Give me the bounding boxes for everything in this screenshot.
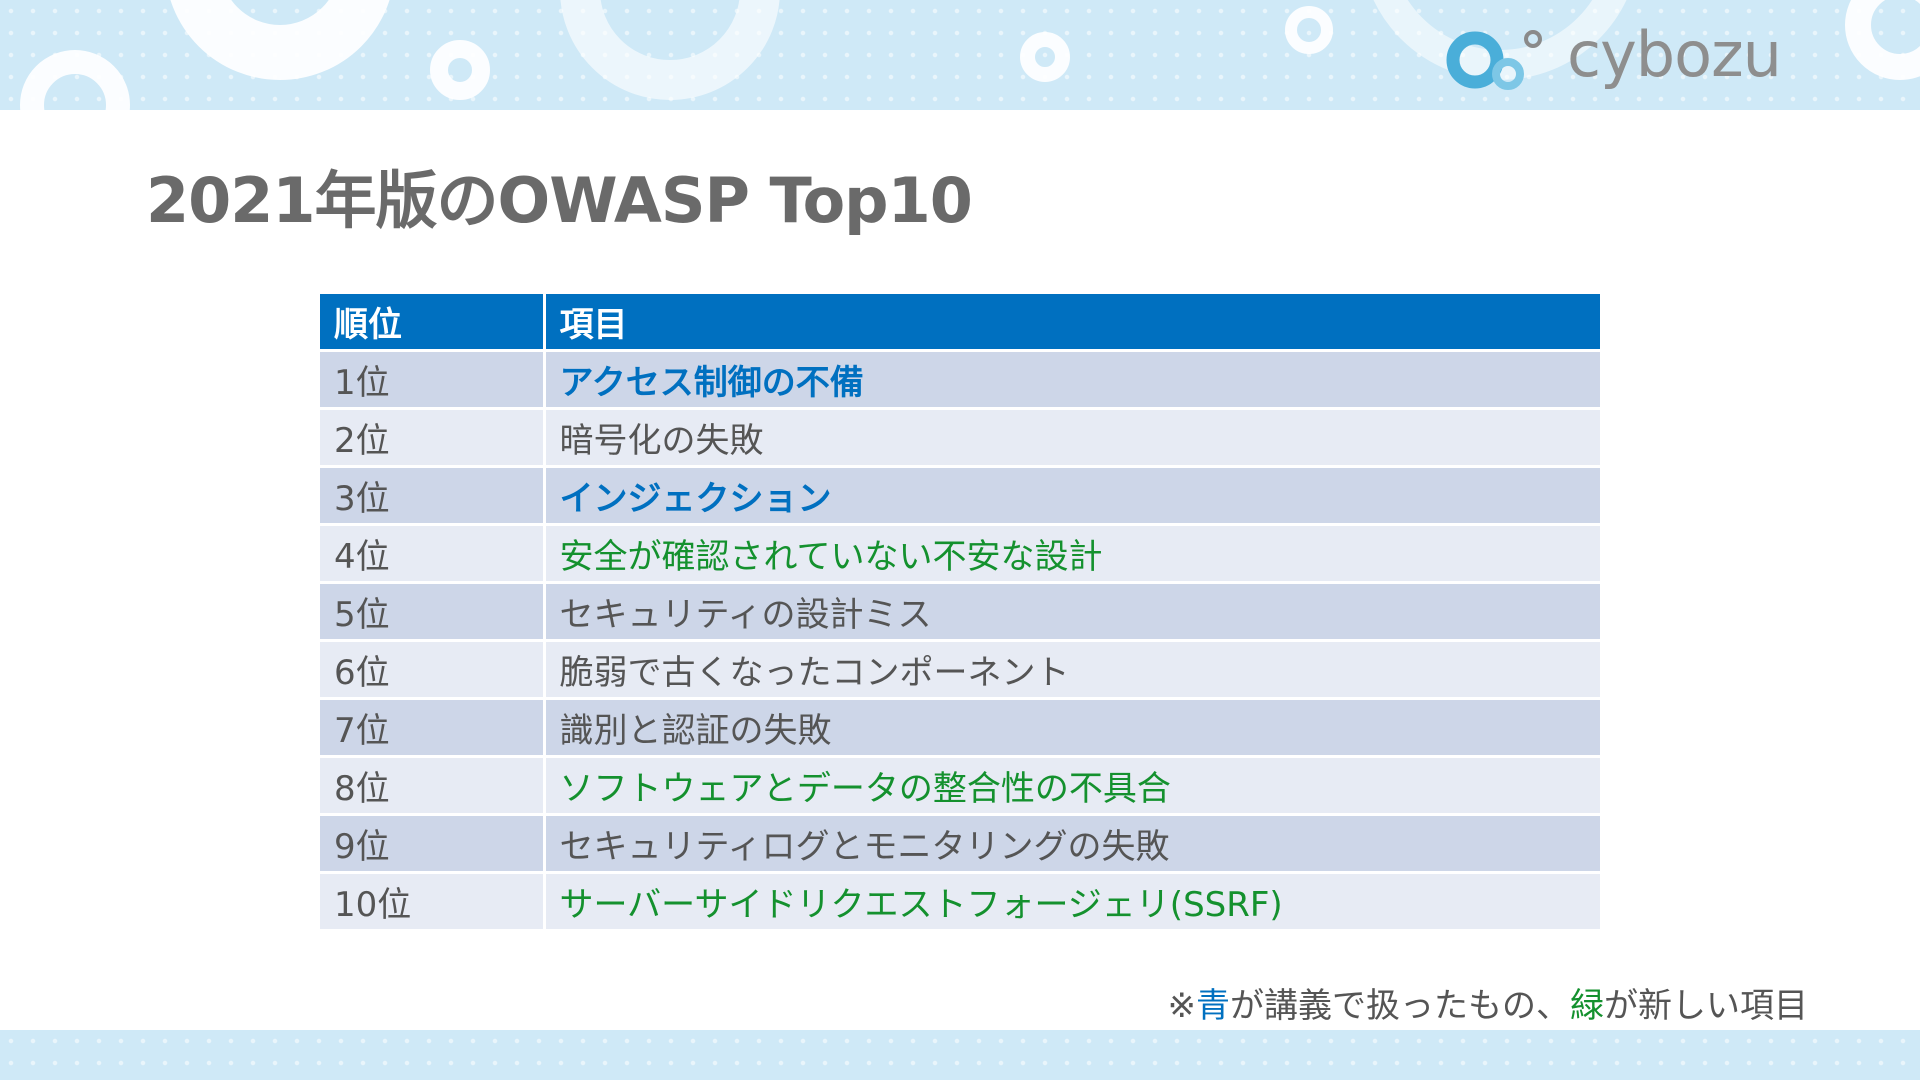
table-row: 6位 脆弱で古くなったコンポーネント	[320, 639, 1600, 699]
page-title: 2021年版のOWASP Top10	[146, 164, 973, 237]
footnote-green-word: 緑	[1570, 986, 1604, 1026]
item-cell: 識別と認証の失敗	[544, 697, 1600, 757]
footer-decoration-band	[0, 1030, 1920, 1080]
table-row: 4位 安全が確認されていない不安な設計	[320, 523, 1600, 583]
rank-cell: 7位	[320, 697, 546, 757]
rank-cell: 3位	[320, 465, 546, 525]
table-row: 1位 アクセス制御の不備	[320, 349, 1600, 409]
table-row: 3位 インジェクション	[320, 465, 1600, 525]
footnote-prefix: ※	[1167, 986, 1197, 1026]
footnote-suffix-text: が新しい項目	[1604, 986, 1808, 1026]
column-header-item: 項目	[544, 294, 1600, 351]
rank-cell: 4位	[320, 523, 546, 583]
table-row: 7位 識別と認証の失敗	[320, 697, 1600, 757]
table-row: 10位 サーバーサイドリクエストフォージェリ(SSRF)	[320, 871, 1600, 929]
cybozu-logo: cybozu	[1445, 18, 1782, 102]
footnote-blue-word: 青	[1196, 986, 1230, 1026]
item-cell: アクセス制御の不備	[544, 349, 1600, 409]
rank-cell: 5位	[320, 581, 546, 641]
rank-cell: 6位	[320, 639, 546, 699]
table-row: 8位 ソフトウェアとデータの整合性の不具合	[320, 755, 1600, 815]
rank-cell: 2位	[320, 407, 546, 467]
rank-cell: 1位	[320, 349, 546, 409]
header-decoration-band	[0, 0, 1920, 110]
item-cell: セキュリティの設計ミス	[544, 581, 1600, 641]
rank-cell: 9位	[320, 813, 546, 873]
item-cell: インジェクション	[544, 465, 1600, 525]
owasp-ranking-table: 順位 項目 1位 アクセス制御の不備 2位 暗号化の失敗 3位 インジェクション…	[320, 294, 1600, 929]
item-cell: 安全が確認されていない不安な設計	[544, 523, 1600, 583]
cybozu-logo-text: cybozu	[1567, 18, 1782, 91]
footnote-middle-text: が講義で扱ったもの、	[1230, 986, 1570, 1026]
rank-cell: 8位	[320, 755, 546, 815]
rank-cell: 10位	[320, 871, 546, 929]
table-row: 5位 セキュリティの設計ミス	[320, 581, 1600, 641]
item-cell: セキュリティログとモニタリングの失敗	[544, 813, 1600, 873]
color-legend-footnote: ※青が講義で扱ったもの、緑が新しい項目	[1168, 978, 1809, 1027]
item-cell: 暗号化の失敗	[544, 407, 1600, 467]
column-header-rank: 順位	[320, 294, 546, 351]
table-header-row: 順位 項目	[320, 294, 1600, 351]
table-row: 9位 セキュリティログとモニタリングの失敗	[320, 813, 1600, 873]
item-cell: ソフトウェアとデータの整合性の不具合	[544, 755, 1600, 815]
table-row: 2位 暗号化の失敗	[320, 407, 1600, 467]
item-cell: 脆弱で古くなったコンポーネント	[544, 639, 1600, 699]
item-cell: サーバーサイドリクエストフォージェリ(SSRF)	[544, 871, 1600, 929]
cybozu-logo-icon	[1446, 30, 1542, 90]
